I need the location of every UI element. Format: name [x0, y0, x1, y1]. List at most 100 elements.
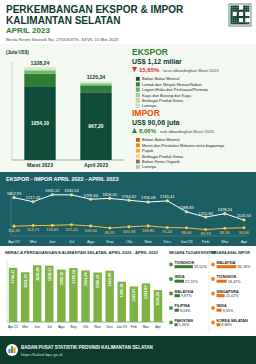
bars	[9, 265, 162, 322]
share-bar	[175, 265, 193, 268]
qr-cell	[247, 8, 249, 10]
bar	[21, 272, 29, 322]
share-label: 9,87%	[181, 294, 192, 298]
share-bar	[175, 294, 180, 297]
data-label: 1739,14	[72, 269, 76, 284]
legend-entry: Logam Mulia dan Perhiasan/Permata	[142, 87, 209, 92]
tick-label: Sep	[70, 325, 76, 329]
qr-cell	[237, 20, 239, 22]
total-label: 1120,34	[87, 74, 106, 80]
data-label: 113,71	[27, 227, 40, 232]
data-label: 90,06	[239, 230, 250, 235]
share-bar	[217, 309, 222, 312]
tick-label: Jul	[47, 325, 52, 329]
data-label: 1940,53	[64, 188, 79, 193]
qr-cell	[231, 12, 233, 14]
data-label: 1945,12	[45, 188, 60, 193]
bar	[118, 282, 126, 322]
panel-title: NEGARA ASAL IMPOR	[211, 251, 250, 255]
data-label: 1244,90	[144, 285, 148, 299]
flag-icon	[211, 306, 215, 310]
logo-part	[9, 349, 11, 353]
qr-cell	[237, 16, 239, 18]
marker	[51, 193, 54, 196]
panel-title: NEGARA TUJUAN EKSPOR	[169, 251, 217, 255]
page: {"header": {"title": "PERKEMBANGAN EKSPO…	[0, 0, 256, 364]
country-name: FILIPINA	[175, 304, 191, 308]
data-label: 88,64	[181, 230, 192, 235]
logo	[6, 344, 18, 356]
qr-cell	[231, 18, 233, 20]
tick-label: Jun	[49, 239, 56, 244]
flag-icon	[169, 277, 173, 281]
country-name: TIONGKOK	[217, 275, 237, 279]
tick-label: Jan'23	[180, 239, 193, 244]
y-axis	[12, 62, 13, 160]
bar	[93, 273, 101, 322]
chart-title: NERACA PERDAGANGAN KALIMANTAN SELATAN, A…	[5, 250, 159, 255]
balance-bg	[0, 246, 256, 336]
qr-cell	[247, 10, 249, 12]
tick-label: Jan'23	[116, 325, 126, 329]
infographic: PERKEMBANGAN EKSPOR & IMPORKALIMANTAN SE…	[0, 0, 256, 364]
share-label: 9,35%	[223, 309, 234, 313]
marker	[109, 197, 112, 200]
qr-cell	[233, 22, 235, 24]
data-label: 1120,34	[237, 213, 252, 218]
qr-cell	[237, 6, 239, 8]
qr-cell	[233, 6, 235, 8]
data-label: 83,34	[220, 230, 231, 235]
qr-cell	[247, 22, 249, 24]
data-label: 106,82	[8, 228, 21, 233]
data-label: 1215,84	[198, 211, 213, 216]
bar	[130, 286, 138, 322]
import-amount: US$ 90,06 juta	[132, 119, 180, 127]
bar-segment	[24, 86, 55, 160]
legend-swatch	[136, 88, 140, 92]
header-bg	[0, 0, 256, 44]
bar-segment	[24, 69, 55, 70]
flag-icon	[211, 321, 215, 325]
title-region: KALIMANTAN SELATAN	[6, 15, 120, 26]
qr-cell	[243, 14, 245, 16]
marker	[128, 199, 131, 202]
flag-icon	[169, 321, 173, 325]
top-bg	[0, 44, 256, 172]
legend-entry: Pupuk	[142, 148, 153, 153]
share-bar	[175, 309, 179, 312]
bar-segment	[80, 82, 111, 84]
legend-entry: Mesin dan Peralatan Mekanis serta bagian…	[142, 143, 225, 148]
export-change: 15,65%	[139, 67, 160, 73]
qr-cell	[243, 22, 245, 24]
tick-label: Maret 2023	[27, 162, 53, 168]
bars	[24, 67, 111, 160]
flag-icon	[169, 292, 173, 296]
data-label: 115,63	[46, 227, 59, 232]
qr-cell	[241, 16, 243, 18]
share-label: 8,03%	[180, 309, 191, 313]
total-label: 1328,24	[31, 60, 50, 66]
data-label: 1596,23	[96, 275, 100, 289]
marker	[32, 200, 35, 203]
data-label: 1054,10	[31, 120, 49, 126]
legend-entry: Bahan Kimia Organik	[142, 159, 180, 164]
marker	[204, 216, 207, 219]
country-name: KOREA SELATAN	[217, 319, 248, 323]
share-label: 18,47%	[228, 280, 242, 284]
country-name: MALAYSIA	[217, 261, 236, 265]
qr-cell	[233, 18, 235, 20]
marker	[147, 201, 150, 204]
qr-cell	[231, 20, 233, 22]
qr-cell	[235, 16, 237, 18]
tick-label: Okt	[126, 239, 133, 244]
qr-cell	[237, 12, 239, 14]
qr-cell	[245, 8, 247, 10]
qr-cell	[233, 20, 235, 22]
qr-cell	[247, 16, 249, 18]
legend-entry: Bahan Bakar Mineral	[142, 137, 179, 142]
legend-entry: Berbagai Produk Kimia	[142, 154, 184, 159]
data-label: 1664,29	[84, 272, 88, 286]
data-label: 1706,08	[141, 195, 156, 200]
tick-label: Mar	[221, 239, 229, 244]
country-name: INDIA	[217, 304, 227, 308]
